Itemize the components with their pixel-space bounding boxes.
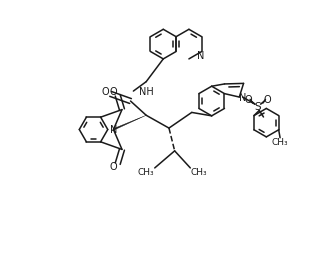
Text: CH₃: CH₃ [138,168,155,177]
Text: CH₃: CH₃ [272,138,288,147]
Text: N: N [197,51,204,61]
Text: NH: NH [139,87,154,97]
Text: N: N [110,125,117,134]
Text: CH₃: CH₃ [190,168,207,177]
Polygon shape [112,115,146,131]
Text: O: O [101,88,109,97]
Text: S: S [254,102,261,112]
Text: N: N [239,93,246,103]
Text: O: O [110,88,117,97]
Text: O: O [245,95,252,105]
Text: O: O [263,95,271,105]
Text: O: O [110,162,117,171]
